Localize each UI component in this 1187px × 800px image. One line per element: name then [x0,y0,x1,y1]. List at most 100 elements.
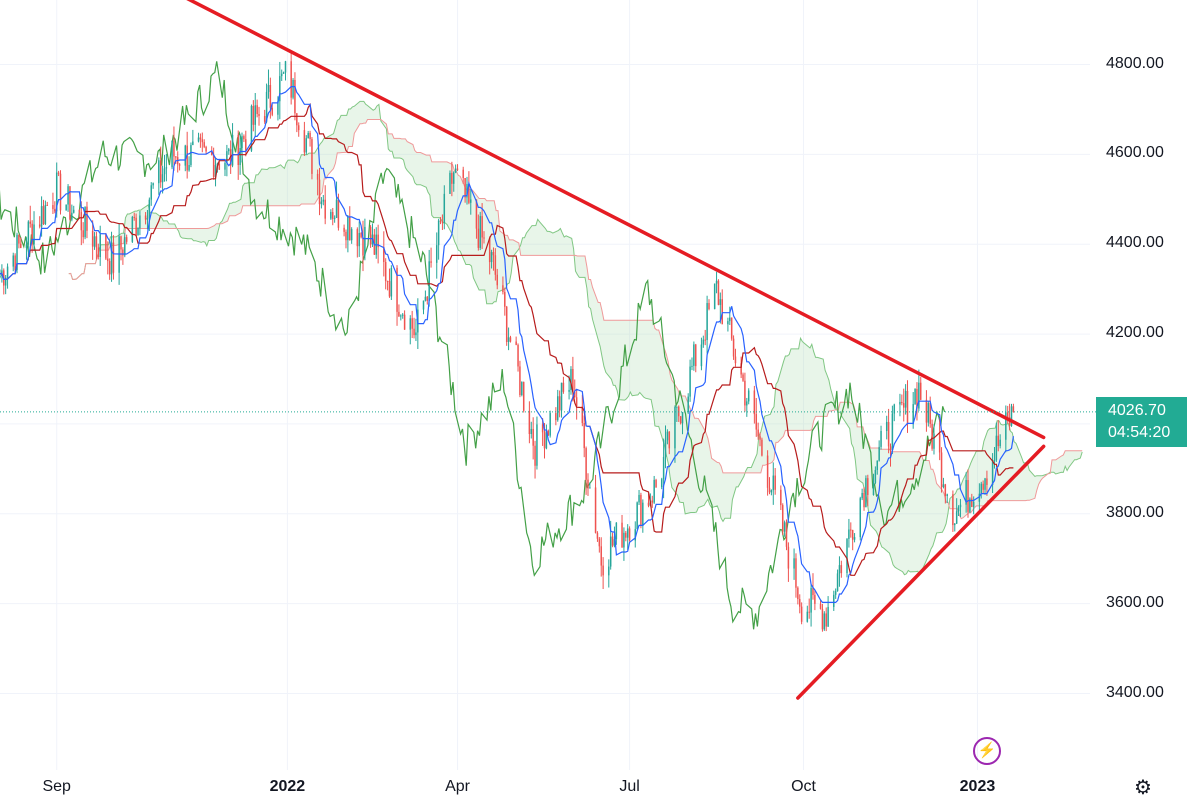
candle-body [502,285,504,293]
candle-body [333,217,336,219]
candle-body [528,410,531,435]
candle-body [165,167,168,169]
candle-body [292,79,294,98]
candle-body [997,435,1000,447]
senkou-span-b [68,119,1083,520]
candle-body [755,414,758,430]
candle-body [827,606,829,627]
candle-body [664,440,667,457]
candle-body [812,587,814,596]
candle-body [594,487,597,533]
candle-body [530,428,533,435]
candle-body [428,261,430,301]
candle-body [993,460,996,462]
candle-body [284,61,287,73]
candle-body [69,186,71,220]
candle-body [609,536,612,567]
candle-body [265,91,268,122]
candle-body [793,558,795,569]
candle-body [587,479,589,489]
lightning-icon[interactable]: ⚡ [973,737,1001,765]
price-tick-label: 3400.00 [1106,683,1164,701]
candle-body [91,230,94,247]
candle-body [583,422,585,449]
candle-body [426,296,429,301]
candle-body [889,446,892,451]
candle-body [269,84,272,108]
candle-body [757,429,759,437]
gear-icon[interactable]: ⚙ [1134,777,1152,799]
candle-body [16,234,18,270]
candle-body [647,502,650,506]
candle-body [549,413,551,436]
candle-body [676,406,678,408]
candle-body [874,469,877,483]
candle-body [335,199,338,218]
candle-body [906,390,909,425]
candle-body [82,230,84,238]
candle-body [137,228,139,236]
candle-body [190,145,192,165]
candle-body [982,483,984,490]
candle-body [836,573,839,592]
candle-body [356,229,359,247]
candle-body [918,382,920,409]
candle-body [893,404,896,414]
candle-body [517,344,519,367]
candle-body [747,390,750,402]
candle-body [211,151,213,156]
candle-body [772,475,775,491]
candle-body [159,160,162,183]
candle-body [522,382,525,411]
candle-body [184,145,187,166]
candle-body [322,199,325,202]
candle-body [161,174,164,183]
time-tick-label: Sep [42,778,71,795]
candle-body [984,478,986,490]
candle-body [218,163,221,170]
price-tick-label: 4600.00 [1106,144,1164,162]
candle-body [986,478,988,485]
candle-body [369,226,372,245]
candle-body [42,206,45,225]
candle-body [320,201,323,205]
candle-body [700,344,703,367]
candle-body [1005,412,1007,440]
candle-body [496,274,498,286]
candle-body [880,430,882,447]
candle-body [600,546,602,566]
candle-body [806,611,809,622]
candle-body [833,594,835,607]
candle-body [14,255,16,270]
candle-body [364,226,366,256]
candle-body [695,344,697,367]
candle-body [967,480,969,512]
candle-body [887,421,890,447]
bar-countdown: 04:54:20 [1108,424,1171,441]
candle-body [957,507,960,512]
candle-body [761,439,763,456]
candle-body [904,390,907,408]
candle-body [702,339,705,345]
candle-body [245,139,247,151]
candle-body [318,179,321,205]
candle-body [623,532,625,548]
candle-body [636,502,638,530]
candle-body [110,242,113,275]
candle-body [358,233,360,247]
candle-body [787,546,790,569]
candle-body [44,204,47,225]
candle-body [263,116,266,122]
candle-body [541,424,544,433]
candle-body [662,456,665,480]
trendline [796,444,1046,700]
candle-body [125,237,128,242]
candle-body [823,613,826,630]
candle-body [781,505,784,532]
candle-body [490,252,493,263]
candle-body [575,397,578,407]
candle-body [933,433,935,449]
candle-body [628,528,631,541]
candle-body [146,217,149,220]
